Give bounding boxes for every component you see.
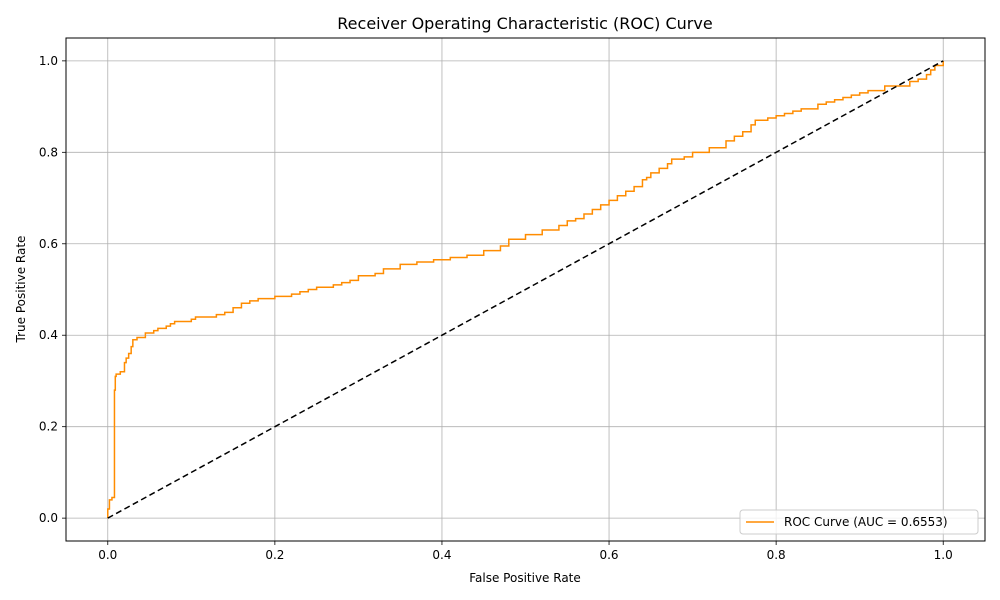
y-tick-label: 0.8 xyxy=(39,145,58,159)
plot-frame xyxy=(65,37,986,542)
grid xyxy=(66,38,985,541)
y-tick-label: 0.2 xyxy=(39,420,58,434)
diagonal-reference-line xyxy=(107,60,944,519)
y-tick-label: 0.4 xyxy=(39,328,58,342)
legend-label: ROC Curve (AUC = 0.6553) xyxy=(784,515,948,529)
legend-box xyxy=(739,509,979,535)
roc-curve-line xyxy=(107,60,944,519)
x-tick-label: 1.0 xyxy=(934,548,953,562)
ticks: 0.0 0.2 0.4 0.6 0.8 1.0 0.0 0.2 0.4 0.6 0.8 1.0 xyxy=(39,54,953,562)
x-tick-label: 0.6 xyxy=(599,548,618,562)
y-tick-label: 0.6 xyxy=(39,237,58,251)
x-axis-label: False Positive Rate xyxy=(469,571,581,585)
series-layer xyxy=(107,60,944,519)
chart-title: Receiver Operating Characteristic (ROC) … xyxy=(337,14,712,33)
x-tick-label: 0.2 xyxy=(265,548,284,562)
y-tick-label: 1.0 xyxy=(39,54,58,68)
x-tick-label: 0.0 xyxy=(98,548,117,562)
x-tick-label: 0.8 xyxy=(767,548,786,562)
y-axis-label: True Positive Rate xyxy=(14,236,28,344)
x-tick-label: 0.4 xyxy=(432,548,451,562)
legend: ROC Curve (AUC = 0.6553) xyxy=(739,509,979,535)
y-tick-label: 0.0 xyxy=(39,511,58,525)
